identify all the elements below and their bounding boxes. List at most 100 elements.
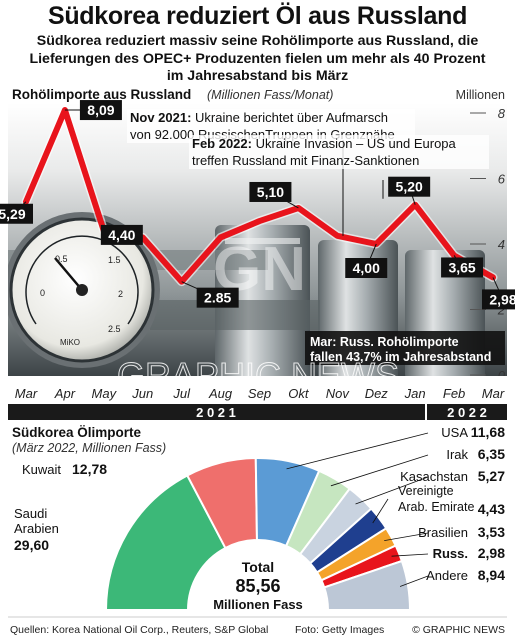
value-label-box	[100, 224, 143, 245]
pie-slice	[104, 474, 227, 611]
line-chart-subtitle: (Millionen Fass/Monat)	[207, 88, 333, 102]
pie-label-pointer	[384, 532, 429, 542]
x-tick-label: Aug	[208, 386, 233, 401]
y-tick-label: 8	[498, 106, 506, 121]
x-axis-strip	[0, 376, 515, 404]
footer-photo-credit: Foto: Getty Images	[295, 624, 384, 636]
value-label: 3,65	[448, 259, 475, 275]
pie-label-value: 5,27	[478, 468, 505, 484]
value-label-box	[345, 258, 388, 278]
annotation-text: Nov 2021: Ukraine berichtet über Aufmars…	[130, 110, 388, 125]
x-tick-label: Mar	[15, 386, 38, 401]
pie-chart	[104, 457, 412, 611]
y-tick-label: 6	[498, 172, 506, 187]
svg-text:MiKO: MiKO	[60, 338, 80, 347]
pie-label-name: Brasilien	[418, 525, 468, 540]
svg-text:2: 2	[118, 289, 123, 299]
watermark: GRAPHIC NEWS	[117, 355, 399, 396]
pie-total-label: Total	[242, 559, 274, 575]
x-axis-labels: Mar Apr May Jun Jul Aug Sep Okt Nov Dez Jan Feb Mar	[15, 386, 505, 401]
x-tick-label: Nov	[326, 386, 351, 401]
value-label: 2.85	[204, 290, 231, 306]
x-tick-label: May	[92, 386, 118, 401]
pie-label-name: Saudi	[14, 506, 47, 521]
annotation-text: Feb 2022: Ukraine Invasion – US und Euro…	[192, 136, 457, 151]
line-chart-title: Rohölimporte aus Russland	[12, 87, 191, 102]
annotation-date: Nov 2021:	[130, 110, 191, 125]
pie-label-value: 4,43	[478, 501, 505, 517]
x-tick-label: Jun	[131, 386, 153, 401]
footer-sources: Quellen: Korea National Oil Corp., Reute…	[10, 624, 268, 636]
annotation-box	[305, 331, 505, 365]
x-tick-label: Okt	[288, 386, 310, 401]
value-label-box	[0, 203, 33, 224]
annotation-box	[189, 135, 489, 169]
x-tick-label: Jul	[172, 386, 191, 401]
value-label: 5,29	[0, 206, 26, 222]
x-tick-label: Jan	[404, 386, 426, 401]
value-label: 4,40	[108, 227, 135, 243]
pie-label-value: 3,53	[478, 524, 505, 540]
value-labels: 5,29 8,09 4,40 2.85 5,10 4,00 5,20 3,65 2,98	[0, 100, 515, 310]
value-label-box	[249, 181, 292, 202]
annotation-text: fallen 43,7% im Jahresabstand	[310, 350, 491, 364]
pie-total-unit: Millionen Fass	[213, 597, 303, 612]
pie-label-pointer	[372, 498, 389, 524]
pie-label-name: Arab. Emirate	[398, 500, 474, 514]
pie-total-value: 85,56	[235, 576, 280, 596]
pie-label-pointer	[391, 553, 429, 557]
pie-label-value: 11,68	[471, 424, 505, 440]
svg-text:2.5: 2.5	[108, 324, 121, 334]
value-label: 8,09	[87, 102, 114, 118]
value-label-box	[441, 257, 484, 278]
annotation-detail-line2: treffen Russland mit Finanz-Sanktionen	[192, 153, 419, 168]
value-label: 5,20	[396, 179, 423, 195]
pie-label-name: Vereinigte	[398, 484, 454, 498]
pie-label-name: Andere	[426, 568, 468, 583]
svg-text:0: 0	[40, 288, 45, 298]
value-label-box	[196, 287, 239, 308]
y-axis: 0 2 4 6 8	[470, 106, 506, 383]
annotations: Nov 2021: Ukraine berichtet über Aufmars…	[127, 109, 505, 365]
value-label: 5,10	[257, 184, 284, 200]
value-label: 4,00	[353, 260, 380, 276]
pie-title: Südkorea Ölimporte	[12, 425, 142, 440]
pie-label-pointer	[286, 432, 429, 470]
annotation-date: Feb 2022:	[192, 136, 252, 151]
pie-label-value: 12,78	[72, 461, 107, 477]
x-tick-label: Apr	[54, 386, 76, 401]
y-tick-label: 0	[498, 368, 506, 383]
page-subtitle: Südkorea reduziert massiv seine Rohölimp…	[29, 33, 486, 84]
pie-label-pointer	[399, 575, 429, 587]
annotation-detail: Ukraine Invasion – US und Europa	[252, 136, 457, 151]
pie-label-name: Kasachstan	[400, 469, 468, 484]
pie-subtitle: (März 2022, Millionen Fass)	[12, 441, 166, 455]
x-tick-label: Feb	[443, 386, 465, 401]
value-label: 2,98	[489, 291, 515, 307]
footer-copyright: © GRAPHIC NEWS	[412, 624, 505, 636]
pie-label-pointer	[355, 476, 429, 505]
page-title: Südkorea reduziert Öl aus Russland	[47, 2, 468, 30]
pie-label-name: Kuwait	[22, 462, 61, 477]
x-tick-label: Sep	[248, 386, 271, 401]
value-label-box	[79, 100, 122, 121]
pie-label-name: USA	[441, 425, 468, 440]
year-label-2021: 2 0 2 1	[196, 405, 236, 420]
pie-label-value: 29,60	[14, 537, 49, 553]
pie-label-name: Irak	[446, 447, 468, 462]
year-label-2022: 2 0 2 2	[447, 405, 487, 420]
pie-label-value: 8,94	[478, 567, 505, 583]
pie-label-value: 2,98	[478, 545, 505, 561]
year-bar-2021	[8, 404, 425, 420]
pie-label-value: 6,35	[478, 446, 505, 462]
pie-label-name: Russ.	[433, 546, 468, 561]
value-label-box	[388, 176, 431, 197]
x-tick-label: Mar	[482, 386, 505, 401]
pie-slice	[322, 559, 412, 611]
value-label-box	[482, 289, 515, 310]
svg-text:0.5: 0.5	[55, 254, 68, 264]
pie-label-pointer	[330, 454, 429, 487]
y-tick-label: 4	[498, 237, 505, 252]
x-tick-label: Dez	[365, 386, 389, 401]
